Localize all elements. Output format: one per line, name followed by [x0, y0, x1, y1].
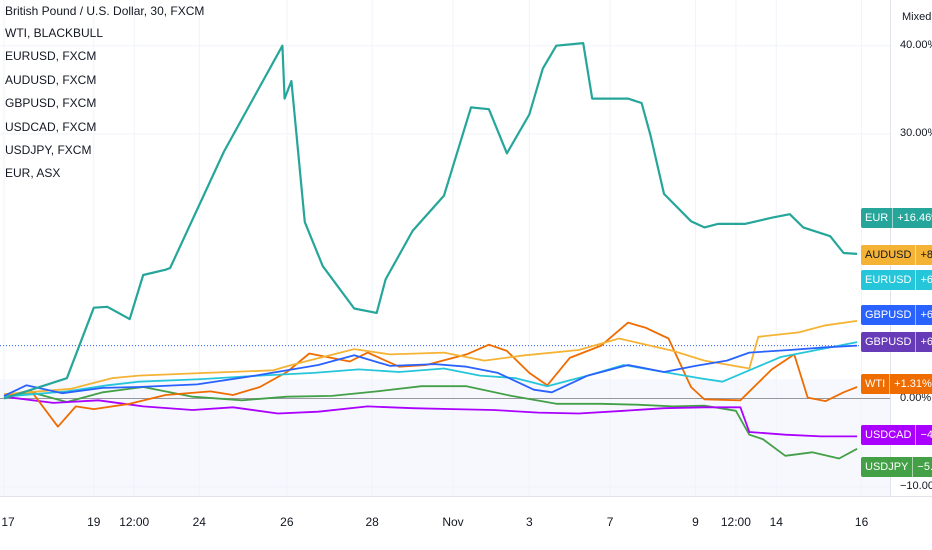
- badge-value: +8.76%: [915, 245, 932, 265]
- legend-item-eurusd[interactable]: EURUSD, FXCM: [5, 49, 97, 64]
- legend-item-usdcad[interactable]: USDCAD, FXCM: [5, 119, 97, 134]
- series-line-eurusd: [3, 341, 858, 398]
- x-tick-label: 19: [87, 515, 101, 529]
- series-line-eur: [3, 42, 858, 400]
- badge-value: +16.46%: [892, 208, 932, 228]
- x-tick-label: 12:00: [720, 515, 751, 529]
- x-tick-label: 16: [854, 515, 869, 529]
- y-tick-label: 0.00%: [900, 391, 932, 404]
- badge-eur[interactable]: EUR+16.46%: [861, 208, 932, 228]
- badge-value: +6.48%: [915, 270, 932, 290]
- badge-audusd[interactable]: AUDUSD+8.76%: [861, 245, 932, 265]
- series-line-gbpusd: [3, 344, 858, 397]
- series-line-usdcad: [3, 395, 858, 438]
- badge-value: −4.28%: [915, 425, 932, 445]
- x-tick-label: 9: [692, 515, 699, 529]
- badge-symbol: EURUSD: [861, 270, 916, 290]
- legend-item-usdjpy[interactable]: USDJPY, FXCM: [5, 143, 92, 158]
- legend: British Pound / U.S. Dollar, 30, FXCM WT…: [5, 4, 204, 186]
- badge-value: +6.02%: [915, 305, 932, 325]
- badge-usdjpy[interactable]: USDJPY−5.73%: [861, 457, 932, 477]
- legend-item-audusd[interactable]: AUDUSD, FXCM: [5, 72, 97, 87]
- badge-eurusd[interactable]: EURUSD+6.48%: [861, 270, 932, 290]
- badge-symbol: GBPUSD: [861, 332, 916, 352]
- badge-symbol: USDJPY: [861, 457, 913, 477]
- badge-symbol: USDCAD: [861, 425, 916, 445]
- legend-item-gbpusd[interactable]: GBPUSD, FXCM: [5, 96, 97, 111]
- badge-symbol: EUR: [861, 208, 893, 228]
- badge-usdcad[interactable]: USDCAD−4.28%: [861, 425, 932, 445]
- y-tick-label: 40.00%: [900, 38, 932, 51]
- legend-item-wti[interactable]: WTI, BLACKBULL: [5, 26, 104, 40]
- badge-value: +1.31%: [889, 374, 932, 394]
- badge-symbol: AUDUSD: [861, 245, 916, 265]
- legend-item-eur[interactable]: EUR, ASX: [5, 166, 61, 181]
- x-tick-label: 12:00: [119, 515, 150, 529]
- x-tick-label: 24: [192, 515, 206, 529]
- y-tick-label: −10.00%: [900, 479, 932, 492]
- x-tick-label: 28: [365, 515, 379, 529]
- badge-symbol: GBPUSD: [861, 305, 916, 325]
- series-line-audusd: [3, 320, 858, 395]
- badge-value: −5.73%: [912, 457, 932, 477]
- x-tick-label: 17: [1, 515, 15, 529]
- badge-symbol: WTI: [861, 374, 890, 394]
- x-tick-label: 7: [606, 515, 614, 529]
- x-tick-label: 14: [769, 515, 783, 529]
- badge-value: +6.02%: [915, 332, 932, 352]
- x-tick-label: Nov: [442, 515, 464, 529]
- x-tick-label: 3: [525, 515, 533, 529]
- badge-gbpusd[interactable]: GBPUSD+6.02%: [861, 305, 932, 325]
- x-tick-label: 26: [280, 515, 294, 529]
- series-line-wti: [3, 321, 858, 428]
- y-tick-label: 30.00%: [900, 126, 932, 139]
- badge-wti[interactable]: WTI +1.31%: [861, 374, 932, 394]
- badge-gbpusd[interactable]: GBPUSD+6.02%: [861, 332, 932, 352]
- chart-title[interactable]: British Pound / U.S. Dollar, 30, FXCM: [5, 4, 205, 18]
- scale-mode-label[interactable]: Mixed: [902, 11, 932, 23]
